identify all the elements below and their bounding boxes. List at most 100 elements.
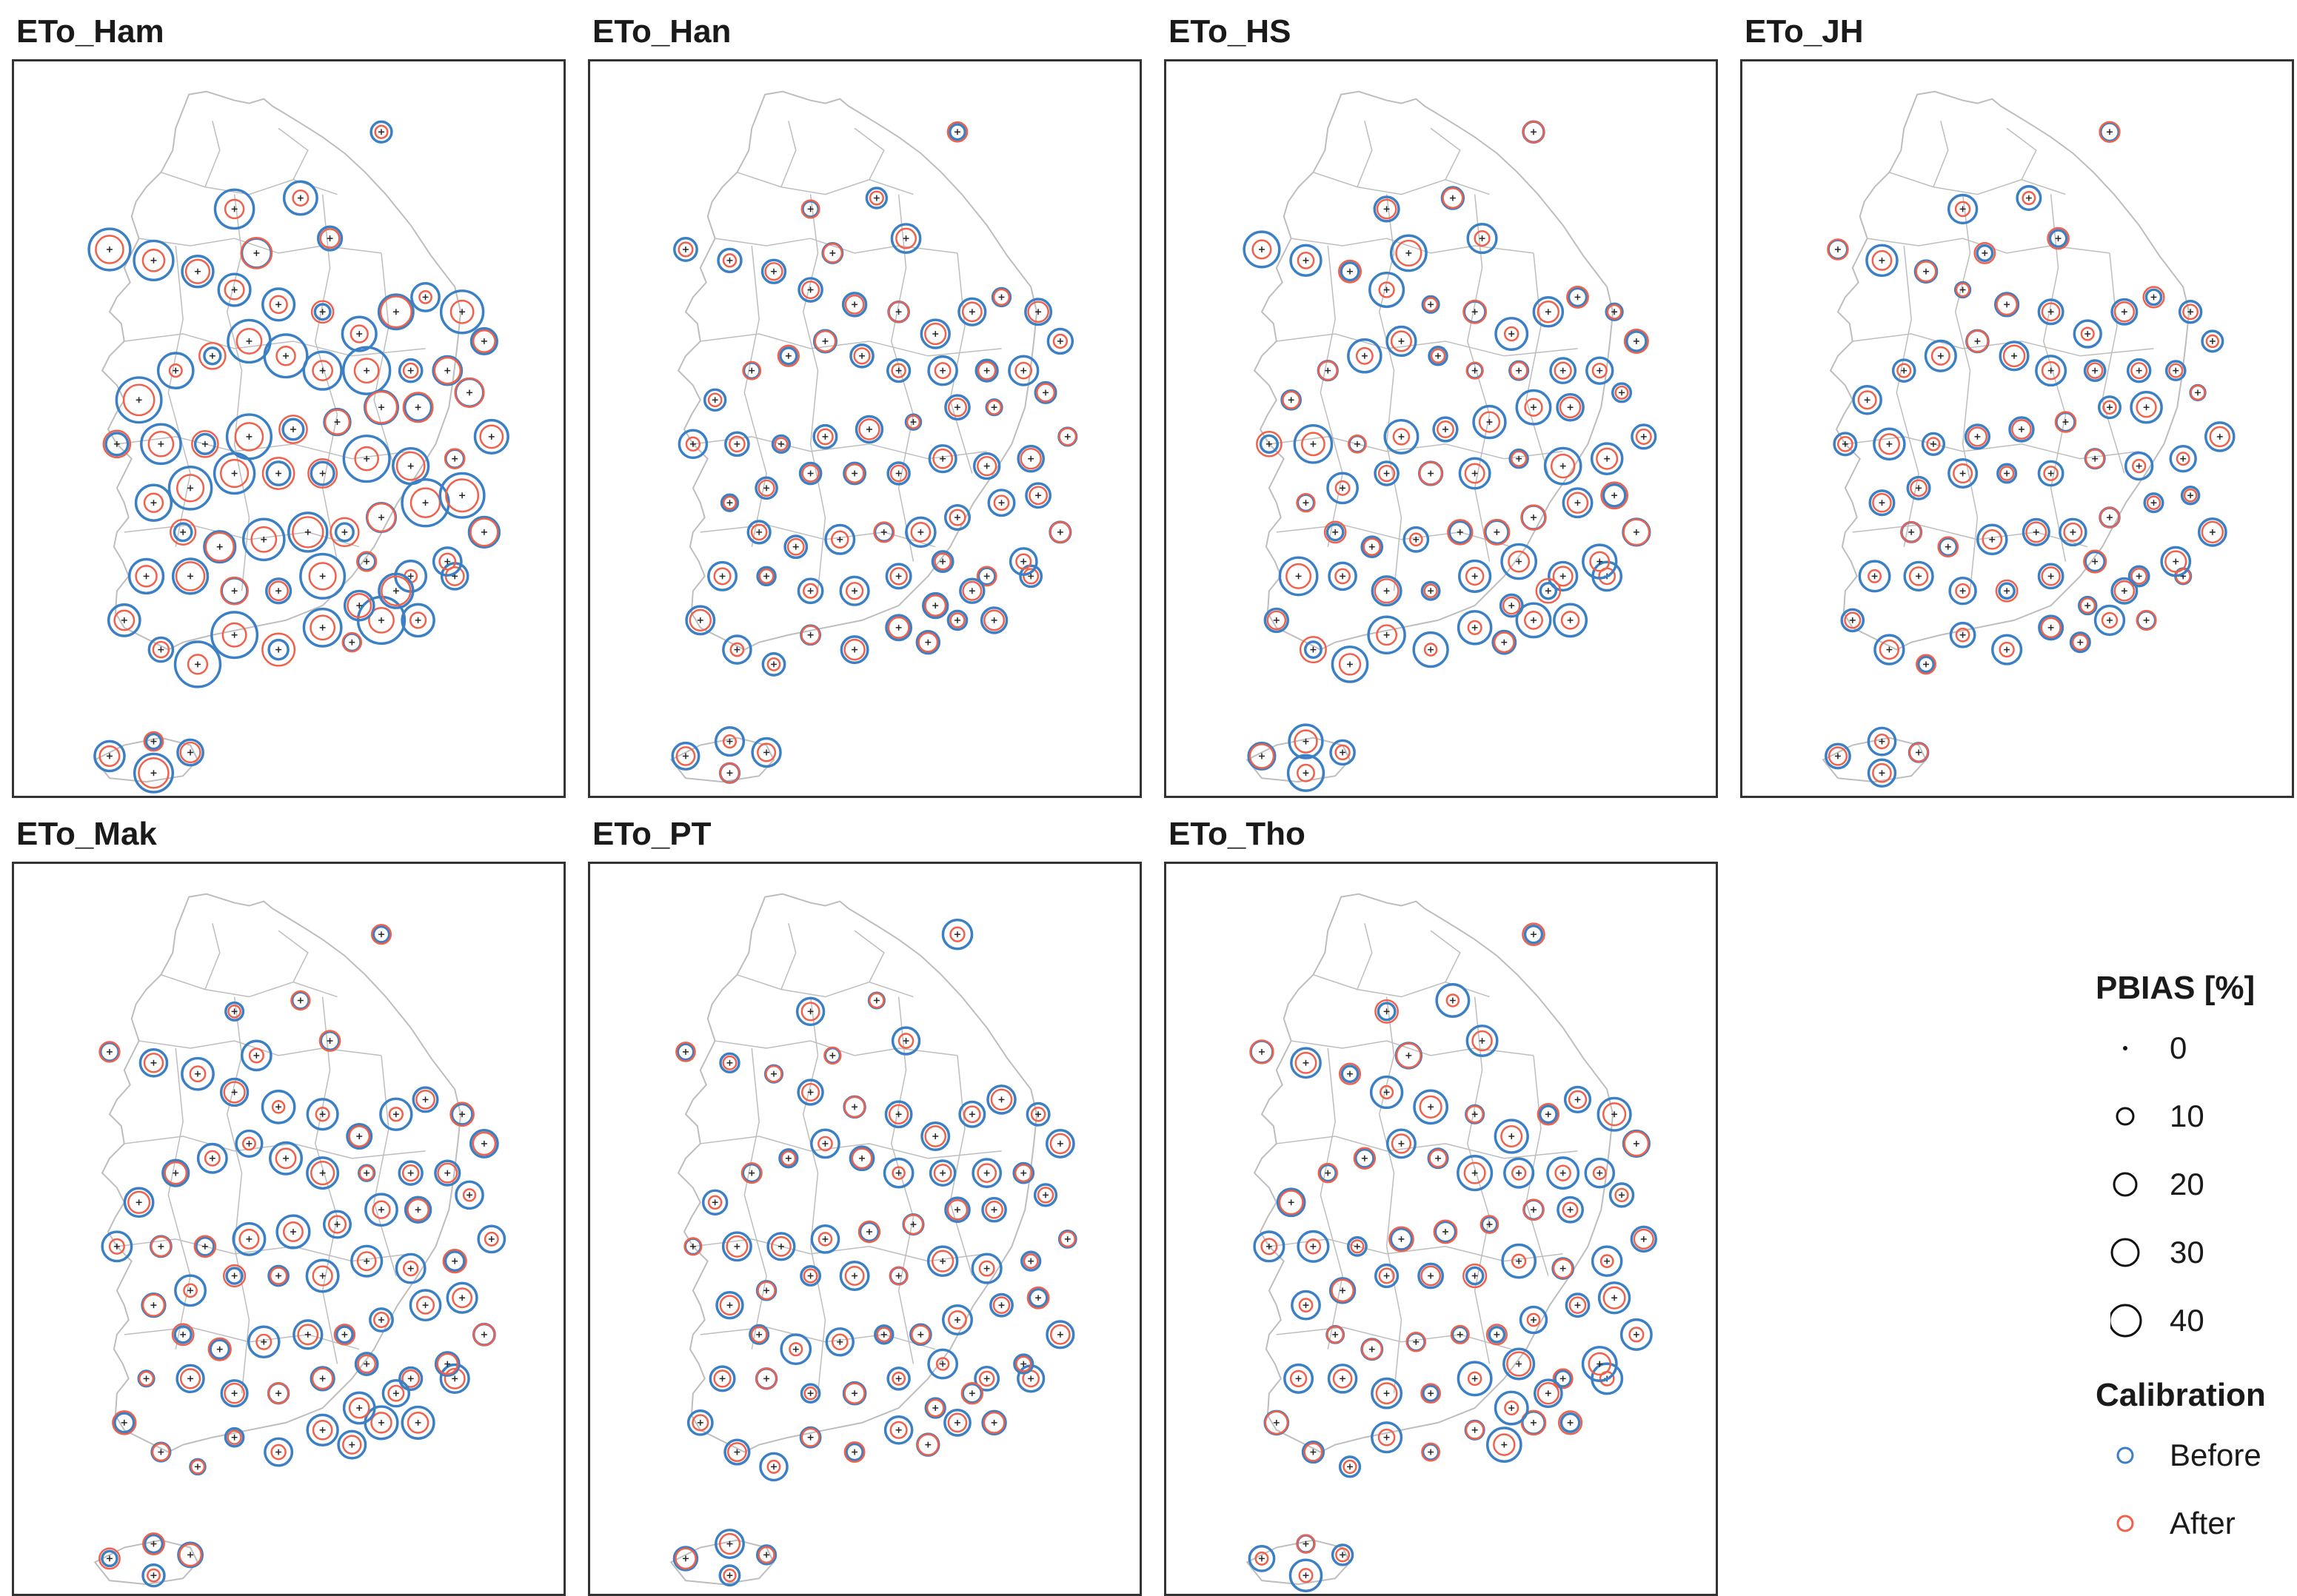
station-marker: [2110, 577, 2139, 605]
station-marker: [149, 1235, 173, 1258]
korea-basemap: [1822, 90, 2190, 783]
station-marker: [1457, 1155, 1494, 1192]
station-marker: [1566, 286, 1589, 309]
station-marker: [1494, 1390, 1529, 1426]
station-marker: [310, 300, 335, 324]
station-marker: [749, 1324, 770, 1345]
station-marker: [1549, 357, 1577, 385]
station-marker: [438, 472, 486, 519]
station-marker: [1535, 577, 1562, 604]
station-marker: [1999, 341, 2030, 372]
station-marker: [1331, 646, 1369, 683]
station-marker: [1908, 742, 1930, 763]
station-marker: [927, 1348, 959, 1380]
station-marker: [247, 1325, 281, 1359]
station-marker: [824, 523, 856, 555]
station-marker: [442, 1249, 467, 1274]
station-marker: [1522, 120, 1545, 144]
station-marker: [981, 1196, 1007, 1223]
station-marker: [843, 1095, 866, 1119]
station-marker: [2136, 609, 2157, 631]
station-marker: [323, 407, 352, 437]
station-marker: [307, 458, 338, 489]
station-marker: [210, 611, 259, 660]
station-marker: [191, 430, 219, 458]
station-marker: [341, 631, 363, 653]
station-marker: [1329, 739, 1356, 766]
korea-basemap: [1246, 90, 1614, 783]
station-marker: [275, 1214, 311, 1250]
station-marker: [2037, 563, 2064, 590]
station-marker: [1286, 754, 1325, 792]
station-marker: [123, 1187, 155, 1218]
station-marker: [2059, 517, 2087, 547]
station-marker: [1916, 654, 1936, 675]
station-marker: [439, 289, 485, 335]
station-marker: [1418, 460, 1444, 486]
before-circle-icon: [2116, 1446, 2134, 1464]
station-marker: [924, 1397, 946, 1419]
station-marker: [960, 1381, 984, 1405]
panel-title-jh: ETo_JH: [1745, 13, 1864, 50]
station-marker: [1948, 577, 1977, 606]
station-marker: [167, 466, 213, 511]
station-marker: [364, 1193, 398, 1227]
station-marker: [755, 1544, 778, 1566]
station-marker: [1596, 1096, 1632, 1132]
station-marker: [174, 1274, 207, 1307]
station-marker: [1520, 1409, 1547, 1436]
station-marker: [2073, 319, 2102, 349]
station-marker: [839, 1261, 870, 1291]
station-marker: [799, 1426, 822, 1449]
station-marker: [306, 1156, 340, 1190]
station-marker: [1906, 475, 1931, 500]
station-marker: [402, 392, 434, 423]
station-marker: [404, 1196, 432, 1224]
korea-basemap: [93, 90, 462, 783]
station-marker: [398, 1160, 424, 1186]
station-marker: [1338, 1062, 1362, 1085]
station-marker: [1293, 423, 1334, 464]
station-marker: [891, 1026, 921, 1056]
station-marker: [346, 1123, 373, 1150]
station-marker: [974, 1365, 1000, 1392]
panel-title-tho: ETo_Tho: [1168, 816, 1305, 852]
station-marker: [1485, 1324, 1508, 1346]
station-marker: [946, 121, 969, 143]
station-marker: [1450, 1324, 1470, 1344]
station-marker: [944, 1196, 971, 1224]
station-marker: [2069, 631, 2091, 654]
station-marker: [1462, 299, 1488, 324]
station-marker: [766, 1232, 796, 1261]
station-marker: [928, 444, 957, 474]
station-marker: [395, 1253, 427, 1284]
station-marker: [1389, 234, 1428, 272]
station-marker: [1024, 298, 1053, 326]
station-marker: [220, 1379, 249, 1408]
station-marker: [759, 1452, 789, 1482]
station-marker: [1547, 560, 1579, 592]
station-marker: [1491, 629, 1517, 655]
station-marker: [678, 429, 709, 460]
station-marker: [916, 1432, 940, 1457]
station-marker: [193, 1235, 217, 1258]
station-marker: [909, 1323, 932, 1347]
station-marker: [181, 1056, 215, 1091]
station-marker: [886, 358, 912, 383]
station-marker: [1619, 1318, 1653, 1351]
station-marker: [381, 1379, 411, 1408]
station-marker: [1964, 423, 1991, 450]
station-marker: [1991, 634, 2023, 665]
station-marker: [1458, 457, 1491, 490]
station-marker: [2047, 227, 2070, 250]
station-marker: [302, 350, 343, 391]
station-marker: [2097, 395, 2122, 420]
size-40-icon: [2110, 1304, 2142, 1338]
station-marker: [137, 1369, 156, 1388]
station-marker: [1502, 1347, 1536, 1381]
panel-title-mak: ETo_Mak: [16, 816, 157, 852]
station-marker: [685, 605, 716, 636]
station-marker: [377, 293, 415, 331]
station-marker: [1515, 602, 1552, 639]
station-marker: [1868, 489, 1896, 517]
